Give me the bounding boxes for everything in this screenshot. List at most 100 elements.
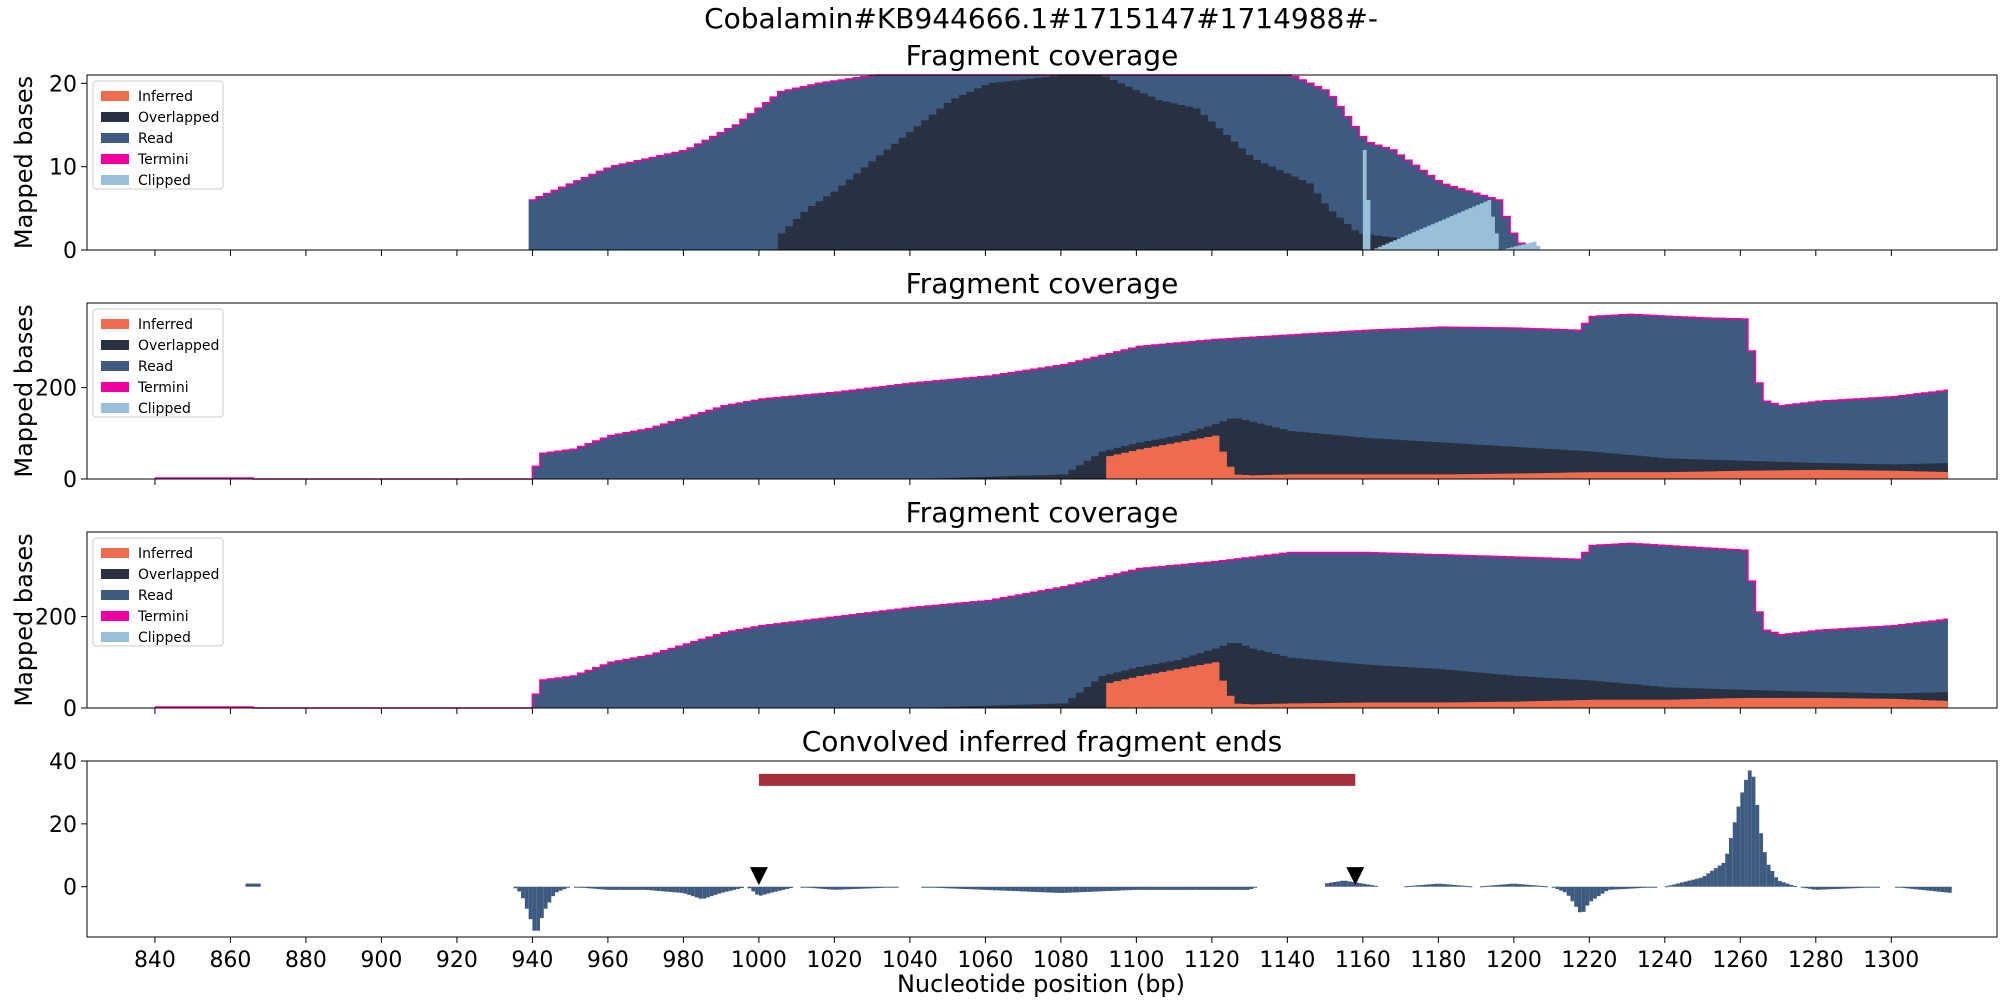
profile-bar — [977, 886, 982, 890]
profile-bar — [1668, 885, 1673, 887]
profile-bar — [1215, 886, 1220, 890]
legend: Inferred Overlapped Read Termini Clipped — [92, 308, 224, 418]
profile-bar — [1634, 886, 1639, 889]
profile-bar — [1596, 886, 1601, 897]
profile-bar — [1653, 886, 1658, 888]
profile-bar — [958, 886, 963, 889]
profile-bar — [1766, 864, 1771, 887]
profile-bar — [985, 886, 990, 890]
profile-bar — [777, 886, 782, 891]
series-clipped-area — [1362, 150, 1541, 250]
profile-bar — [1627, 886, 1631, 889]
legend: Inferred Overlapped Read Termini Clipped — [92, 537, 224, 647]
series-termini-edge — [154, 542, 1948, 709]
profile-bar — [928, 886, 933, 888]
profile-bar — [1438, 883, 1443, 887]
profile-bar — [785, 886, 790, 889]
profile-bar — [577, 886, 582, 888]
profile-bar — [1181, 886, 1186, 890]
profile-bar — [1566, 886, 1571, 896]
profile-bar — [513, 886, 518, 889]
x-tick-label: 860 — [209, 948, 251, 973]
profile-bar — [1068, 886, 1073, 893]
profile-bar — [1528, 884, 1533, 887]
profile-bar — [1551, 886, 1556, 888]
profile-bar — [1902, 886, 1907, 889]
profile-bar — [1060, 886, 1065, 893]
legend-swatch-read — [101, 361, 129, 371]
x-tick-label: 1220 — [1561, 948, 1617, 973]
profile-bar — [1038, 886, 1042, 893]
profile-bar — [1683, 881, 1688, 887]
profile-bar — [1494, 884, 1499, 887]
panel-title: Fragment coverage — [906, 267, 1179, 300]
profile-bar — [1638, 886, 1643, 889]
series-inferred-area — [1098, 662, 1948, 708]
profile-bar — [1442, 884, 1446, 887]
profile-bar — [872, 886, 876, 889]
panel-2: Fragment coverage Inferred Overlapped Read T… — [10, 267, 1998, 493]
profile-bar — [1747, 770, 1752, 887]
y-axis-label: Mapped bases — [10, 304, 38, 477]
profile-bar — [1430, 884, 1435, 887]
profile-bar — [562, 886, 567, 890]
profile-bar — [1664, 886, 1669, 888]
profile-bar — [687, 886, 691, 895]
profile-bar — [653, 886, 657, 891]
profile-bar — [547, 886, 552, 903]
profile-bar — [675, 886, 680, 893]
profile-bar — [1774, 877, 1779, 887]
profile-bar — [841, 886, 846, 890]
profile-bar — [1091, 886, 1095, 892]
profile-bar — [1759, 833, 1763, 887]
profile-bar — [596, 886, 601, 890]
profile-bar — [1513, 883, 1518, 887]
profile-bar — [1781, 882, 1786, 887]
profile-bar — [989, 886, 993, 891]
profile-bar — [672, 886, 676, 893]
legend-swatch-inferred — [101, 319, 129, 329]
profile-bar — [1166, 886, 1171, 890]
profile-bar — [630, 886, 635, 890]
profile-bar — [1468, 886, 1473, 888]
profile-bar — [1751, 776, 1756, 887]
profile-bar — [1540, 885, 1545, 887]
profile-bar — [604, 886, 608, 890]
profile-bar — [521, 886, 525, 899]
profile-bar — [664, 886, 669, 892]
legend-label-termini: Termini — [137, 152, 189, 168]
legend-label-inferred: Inferred — [138, 317, 193, 333]
profile-bar — [1947, 886, 1952, 893]
profile-bar — [1351, 882, 1356, 887]
profile-bar — [1419, 884, 1424, 887]
profile-bar — [1200, 886, 1205, 890]
profile-bar — [860, 886, 865, 889]
profile-bar — [1004, 886, 1009, 891]
profile-bar — [536, 886, 540, 931]
profile-bar — [1057, 886, 1061, 893]
profile-bar — [581, 886, 586, 888]
profile-bar — [1011, 886, 1016, 892]
profile-bar — [1125, 886, 1129, 891]
profile-bar — [1762, 852, 1767, 887]
profile-bar — [1706, 873, 1711, 887]
profile-bar — [1249, 886, 1254, 890]
profile-bar — [1710, 870, 1714, 887]
profile-bar — [1230, 886, 1235, 890]
profile-bar — [1366, 884, 1371, 887]
legend-label-overlapped: Overlapped — [138, 110, 219, 126]
profile-bar — [1521, 884, 1526, 887]
profile-bar — [1872, 886, 1877, 888]
profile-bar — [607, 886, 612, 890]
profile-bar — [1574, 886, 1579, 907]
y-tick-label: 20 — [49, 813, 77, 838]
profile-bar — [887, 886, 892, 888]
profile-bar — [1340, 880, 1344, 887]
profile-bar — [1925, 886, 1930, 891]
profile-bar — [1098, 886, 1103, 892]
profile-bar — [1532, 885, 1537, 887]
profile-bar — [1223, 886, 1227, 890]
y-tick-label: 10 — [49, 156, 77, 181]
profile-bar — [1034, 886, 1039, 892]
profile-bar — [555, 886, 559, 893]
